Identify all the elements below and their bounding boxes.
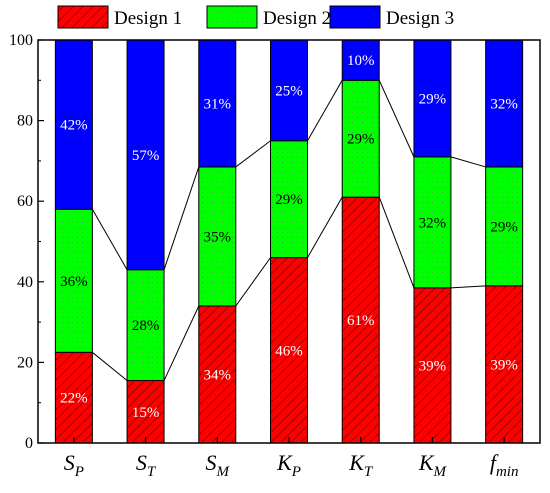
connector-line-2-2	[163, 166, 200, 270]
x-tick-label-1: SP	[64, 450, 84, 480]
bar-3-6	[413, 39, 452, 158]
data-label-2-2: 28%	[132, 318, 160, 334]
category-base: K	[276, 450, 293, 475]
legend-swatch-1	[57, 5, 109, 29]
data-label-1-3: 34%	[204, 367, 232, 383]
x-tick-label-6: KM	[418, 450, 448, 480]
category-subscript: T	[364, 464, 374, 480]
category-base: S	[206, 450, 217, 475]
data-label-2-7: 29%	[490, 219, 518, 235]
x-tick-label-3: SM	[206, 450, 231, 480]
data-label-2-4: 29%	[275, 192, 303, 208]
y-tick-label: 100	[9, 32, 33, 49]
bar-3-5	[341, 39, 380, 81]
bar-2-3	[198, 166, 237, 307]
legend-swatch-2	[206, 5, 258, 29]
bar-1-2	[126, 380, 165, 444]
x-tick-label-7: fmin	[490, 450, 519, 480]
data-label-1-4: 46%	[275, 343, 303, 359]
bar-2-2	[126, 269, 165, 382]
data-label-1-2: 15%	[132, 405, 160, 421]
category-subscript: M	[433, 464, 448, 480]
category-base: S	[64, 450, 75, 475]
plot-area: 22% 36% 42% 15% 28% 57% 34% 35% 31% 46% 29% 25% 61% 2…	[9, 32, 541, 480]
connector-lines	[91, 80, 486, 381]
y-tick-label: 20	[17, 354, 33, 371]
category-subscript: min	[496, 464, 519, 480]
data-label-2-3: 35%	[204, 229, 232, 245]
bar-3-7	[485, 39, 524, 168]
data-label-3-5: 10%	[347, 53, 375, 69]
data-label-3-6: 29%	[419, 91, 447, 107]
connector-line-2-1	[91, 209, 128, 270]
data-label-1-5: 61%	[347, 313, 375, 329]
category-base: S	[136, 450, 147, 475]
connector-line-1-6	[450, 285, 486, 289]
category-base: K	[348, 450, 365, 475]
data-label-1-7: 39%	[490, 357, 518, 373]
bar-3-4	[270, 39, 308, 142]
bar-2-4	[270, 140, 308, 259]
connector-line-1-3	[235, 257, 271, 307]
data-label-1-6: 39%	[419, 358, 447, 374]
y-tick-label: 40	[17, 274, 33, 291]
y-axis: 0 20 40 60 80 100	[9, 32, 44, 452]
category-subscript: T	[147, 464, 157, 480]
bar-3-2	[126, 39, 165, 271]
x-axis: SP ST SM KP KT KM fmin	[64, 437, 519, 480]
y-tick-label: 60	[17, 193, 33, 210]
data-label-1-1: 22%	[60, 391, 88, 407]
legend-label-2: Design 2	[263, 8, 331, 29]
category-base: K	[418, 450, 435, 475]
data-labels: 22% 36% 42% 15% 28% 57% 34% 35% 31% 46% 29% 25% 61% 2…	[60, 53, 518, 421]
data-label-3-4: 25%	[275, 83, 303, 99]
bar-2-6	[413, 156, 452, 289]
connector-line-2-5	[378, 80, 415, 158]
connector-line-2-4	[307, 80, 343, 141]
bar-1-4	[270, 257, 308, 444]
x-tick-label-2: ST	[136, 450, 157, 480]
connector-line-1-1	[92, 351, 128, 381]
bar-1-1	[54, 351, 93, 444]
category-base: f	[490, 450, 499, 475]
x-tick-label-5: KT	[348, 450, 374, 480]
data-label-2-1: 36%	[60, 274, 88, 290]
y-tick-label: 80	[17, 113, 33, 130]
legend-swatch-3	[329, 5, 381, 29]
data-label-3-2: 57%	[132, 148, 160, 164]
bars	[54, 39, 524, 444]
y-tick-label: 0	[25, 435, 33, 452]
category-subscript: P	[74, 464, 84, 480]
legend: Design 1 Design 2 Design 3	[57, 5, 454, 29]
bar-1-6	[413, 287, 452, 444]
legend-label-3: Design 3	[386, 8, 454, 29]
data-label-2-6: 32%	[419, 215, 447, 231]
data-label-3-3: 31%	[204, 96, 232, 112]
connector-line-1-4	[307, 196, 343, 258]
data-label-2-5: 29%	[347, 132, 375, 148]
category-subscript: P	[291, 464, 301, 480]
connector-line-2-3	[235, 140, 271, 168]
bar-3-3	[198, 39, 237, 168]
connector-line-2-6	[450, 156, 486, 168]
bar-2-1	[54, 208, 93, 353]
data-label-3-1: 42%	[60, 118, 88, 134]
connector-line-1-5	[378, 196, 415, 289]
x-tick-label-4: KP	[276, 450, 301, 480]
category-subscript: M	[216, 464, 231, 480]
bar-2-7	[485, 166, 524, 287]
bar-1-7	[485, 285, 524, 444]
connector-line-1-2	[163, 305, 200, 381]
legend-label-1: Design 1	[114, 8, 182, 29]
data-label-3-7: 32%	[490, 96, 518, 112]
